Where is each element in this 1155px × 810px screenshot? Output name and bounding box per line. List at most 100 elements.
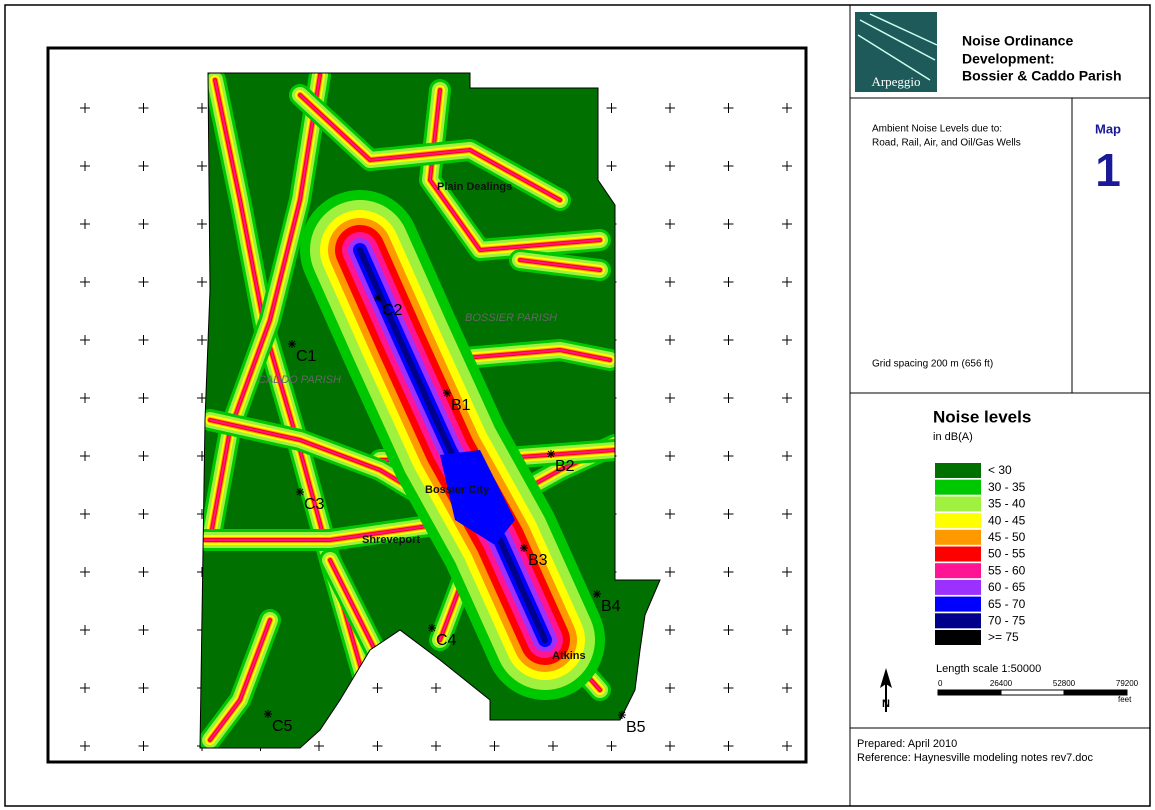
- site-label: B3: [528, 552, 548, 569]
- grid-cross: [80, 219, 90, 229]
- legend-swatch: [935, 630, 981, 645]
- legend-label: 30 - 35: [988, 480, 1026, 494]
- noise-band: [209, 74, 321, 541]
- footer: Reference: Haynesville modeling notes re…: [857, 752, 1094, 764]
- site-marker: [593, 590, 601, 598]
- grid-cross: [431, 741, 441, 751]
- noise-band: [439, 349, 611, 361]
- grid-cross: [372, 741, 383, 751]
- place-label: BOSSIER PARISH: [465, 312, 557, 324]
- grid-cross: [80, 393, 90, 403]
- grid-cross: [138, 683, 149, 693]
- grid-cross: [138, 335, 149, 345]
- grid-cross: [723, 335, 734, 345]
- grid-cross: [197, 277, 207, 287]
- scale-tick: 0: [938, 679, 943, 688]
- scale-segment: [1000, 689, 1065, 696]
- legend-swatch: [935, 596, 981, 612]
- parish-outline: [199, 72, 661, 749]
- site-label: B4: [601, 598, 621, 615]
- grid-cross: [665, 509, 675, 519]
- grid-cross: [665, 741, 675, 751]
- grid-cross: [782, 335, 792, 345]
- site-label: C3: [304, 496, 325, 513]
- grid-cross: [665, 393, 675, 403]
- grid-cross: [138, 567, 149, 577]
- north-label: N: [882, 698, 890, 710]
- footer: Prepared: April 2010: [857, 738, 957, 750]
- grid-cross: [665, 335, 675, 345]
- grid-cross: [606, 103, 617, 113]
- grid-cross: [782, 683, 792, 693]
- noise-band: [357, 247, 548, 643]
- legend-swatch: [935, 613, 981, 629]
- grid-cross: [782, 625, 792, 635]
- grid-cross: [723, 625, 734, 635]
- legend-label: 60 - 65: [988, 580, 1026, 594]
- place-label: Atkins: [552, 650, 586, 662]
- grid-cross: [80, 161, 90, 171]
- grid-cross: [80, 509, 90, 519]
- logo-art: [857, 13, 938, 81]
- site-label: B1: [451, 397, 471, 414]
- legend-swatch: [935, 479, 981, 495]
- grid-cross: [723, 393, 734, 403]
- grid-cross: [606, 161, 617, 171]
- legend-label: 55 - 60: [988, 563, 1026, 577]
- logo-text: Arpeggio: [871, 74, 920, 89]
- title: Development:: [962, 51, 1055, 67]
- grid-cross: [723, 161, 734, 171]
- grid-cross: [723, 103, 734, 113]
- scale-segment: [937, 689, 1002, 696]
- scale-tick: 79200: [1116, 679, 1139, 688]
- noise-band: [299, 94, 561, 201]
- grid-cross: [665, 277, 675, 287]
- site-label: B2: [555, 458, 575, 475]
- site-marker: [288, 340, 296, 348]
- legend-label: 50 - 55: [988, 547, 1026, 561]
- site-marker: [618, 711, 626, 719]
- grid-cross: [197, 393, 207, 403]
- scale-label: Length scale 1:50000: [936, 663, 1041, 675]
- grid-cross: [782, 567, 792, 577]
- site-marker: [443, 389, 451, 397]
- grid-cross: [80, 277, 90, 287]
- grid-cross: [782, 509, 792, 519]
- map-label: Map: [1095, 121, 1121, 136]
- legend-title: Noise levels: [933, 407, 1031, 426]
- grid-cross: [138, 625, 149, 635]
- grid-cross: [665, 103, 675, 113]
- airport: [440, 450, 515, 545]
- grid-cross: [723, 741, 734, 751]
- grid-spacing: Grid spacing 200 m (656 ft): [872, 359, 993, 370]
- grid-cross: [723, 509, 734, 519]
- grid-cross: [723, 451, 734, 461]
- grid-cross: [665, 625, 675, 635]
- legend-swatch: [935, 463, 981, 478]
- grid-cross: [431, 683, 441, 693]
- grid-cross: [138, 219, 149, 229]
- grid-cross: [782, 219, 792, 229]
- grid-cross: [80, 335, 90, 345]
- legend-label: < 30: [988, 463, 1012, 477]
- legend-swatch: [935, 513, 981, 529]
- grid-cross: [665, 219, 675, 229]
- legend-label: 35 - 40: [988, 497, 1026, 511]
- grid-cross: [138, 509, 149, 519]
- site-label: C5: [272, 718, 293, 735]
- legend-swatch: [935, 546, 981, 562]
- legend-label: 70 - 75: [988, 613, 1026, 627]
- map-number: 1: [1095, 144, 1121, 196]
- scale-segment: [1063, 689, 1128, 696]
- grid-cross: [606, 741, 617, 751]
- grid-cross: [782, 393, 792, 403]
- noise-band: [209, 619, 271, 741]
- grid-cross: [782, 741, 792, 751]
- legend-swatch: [935, 563, 981, 579]
- site-marker: [428, 624, 436, 632]
- grid-cross: [548, 741, 558, 751]
- place-label: Plain Dealings: [437, 181, 512, 193]
- noise-band: [429, 89, 601, 251]
- grid-cross: [138, 103, 149, 113]
- site-marker: [296, 488, 304, 496]
